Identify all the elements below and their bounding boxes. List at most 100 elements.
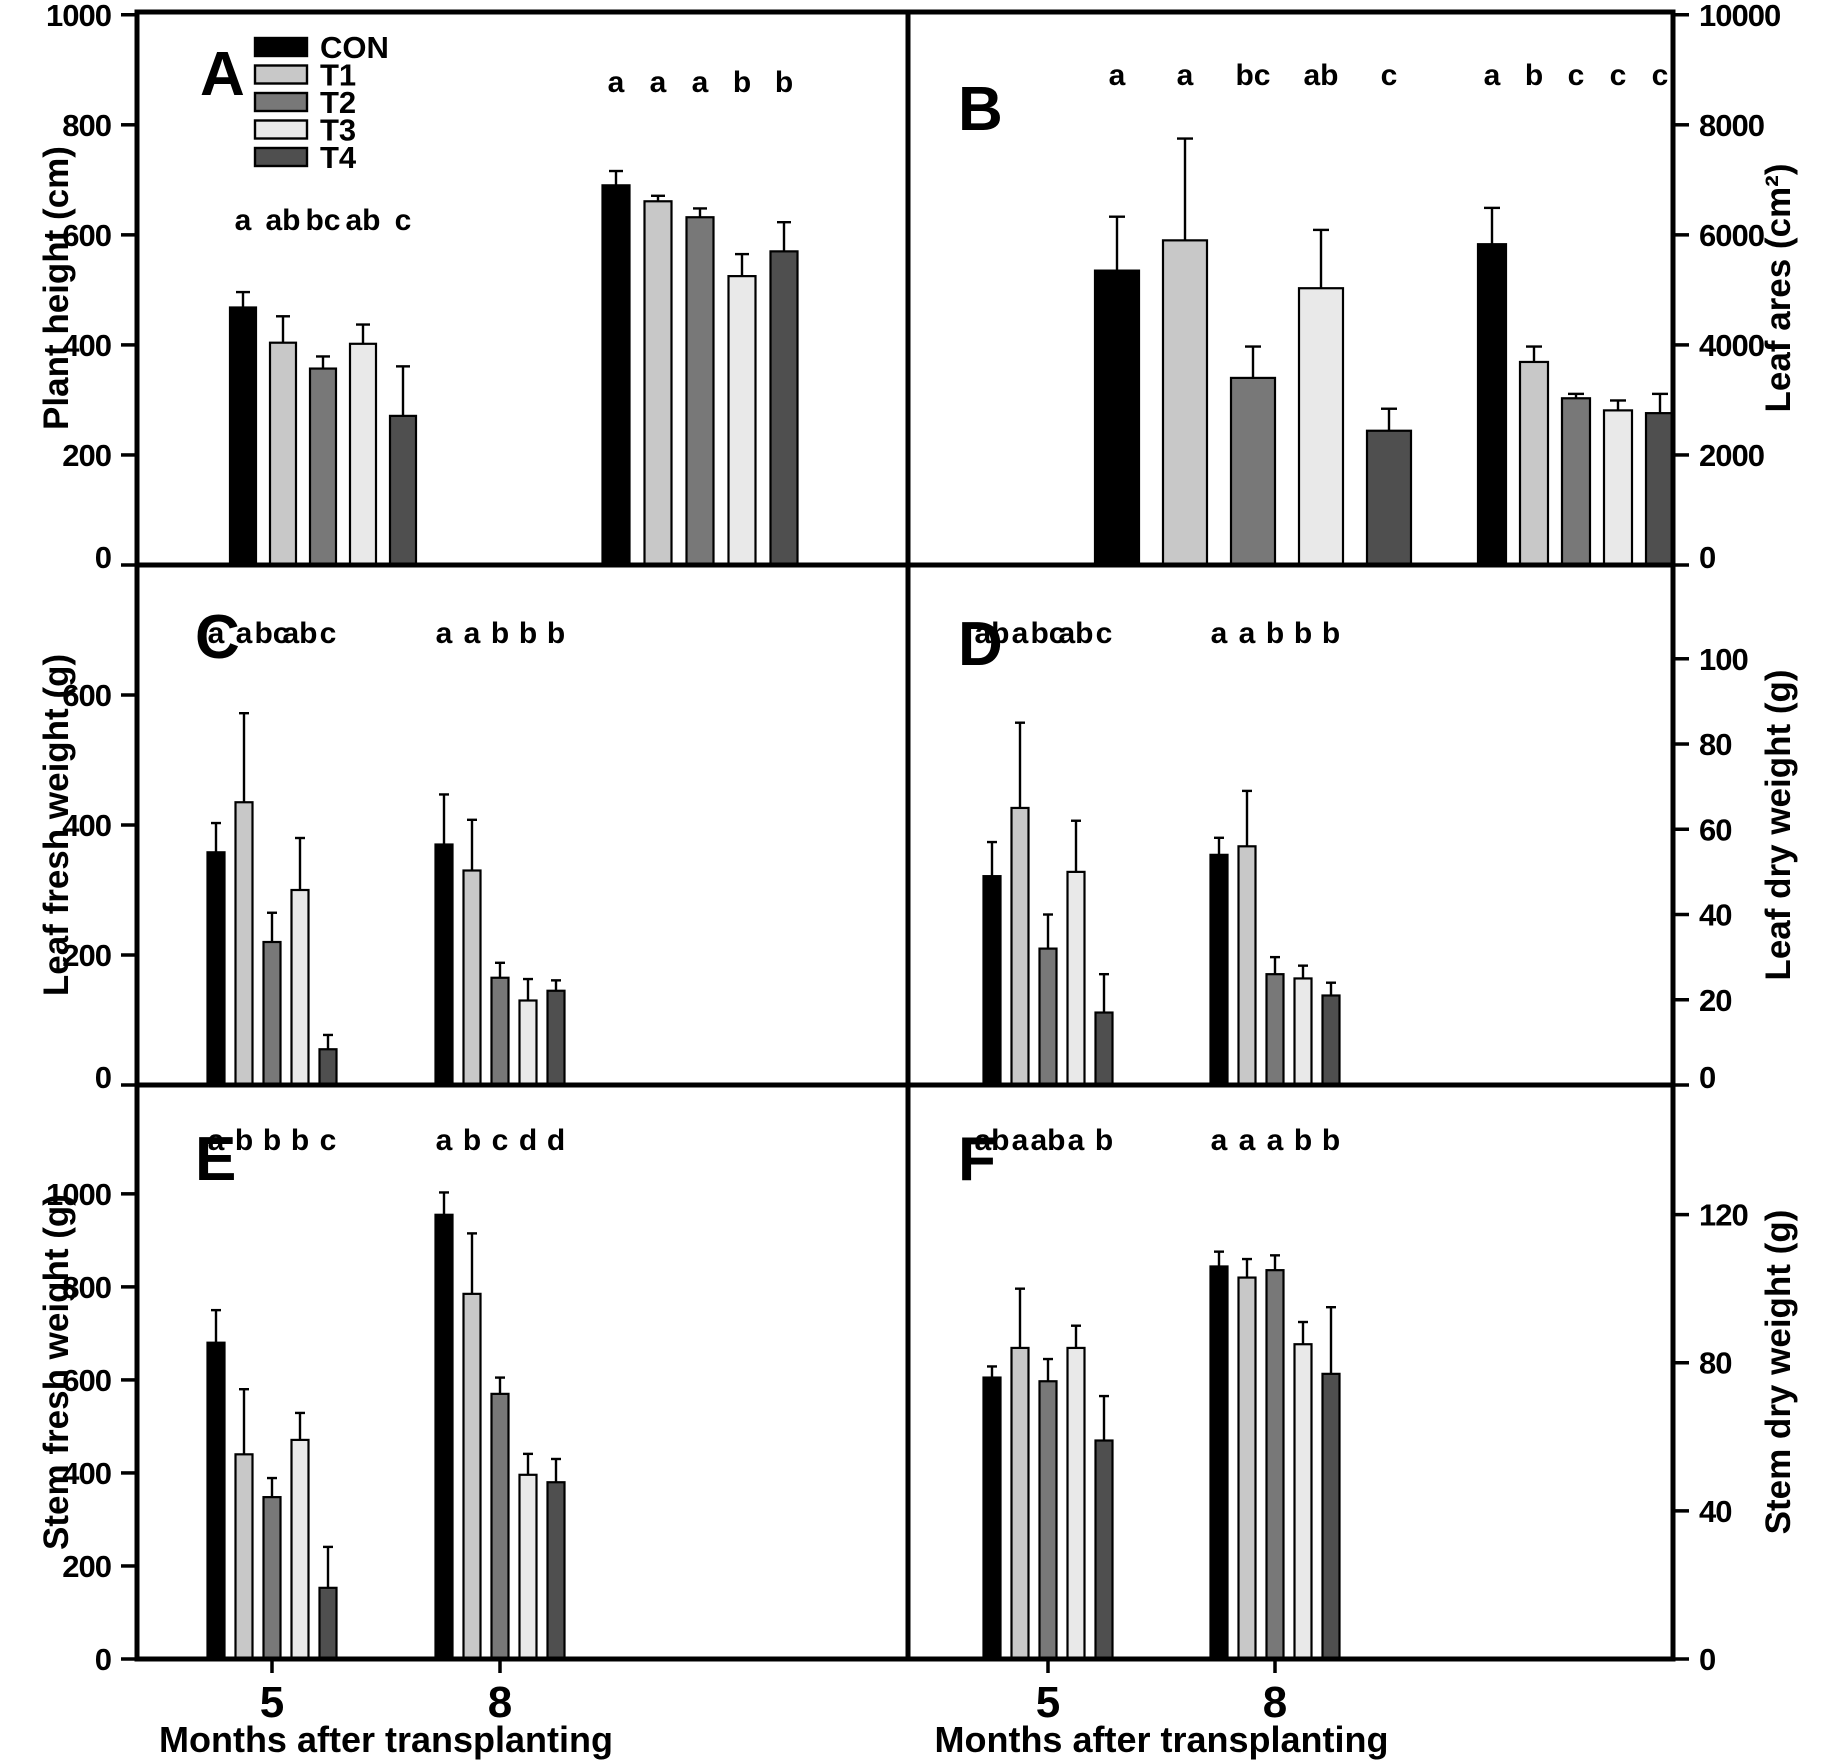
sig-letter: c (1652, 59, 1669, 92)
bar-a-5-t4 (388, 414, 418, 567)
x-tick-label: 5 (1036, 1678, 1060, 1727)
sig-letter: a (208, 1124, 225, 1157)
bar-f-5-t2 (1038, 1380, 1058, 1661)
y-tick-label: 0 (95, 540, 111, 575)
panel-letter: C (195, 603, 240, 672)
x-tick-label: 5 (260, 1678, 284, 1727)
sig-letter: bc (1235, 59, 1270, 92)
sig-letter: c (492, 1124, 509, 1157)
bar-d-8-t1 (1237, 845, 1257, 1087)
sig-letter: ab (974, 1124, 1009, 1157)
sig-letter: a (650, 66, 667, 99)
y-tick-label: 1000 (46, 0, 111, 33)
bar-f-5-t3 (1066, 1346, 1086, 1661)
sig-letter: b (519, 617, 537, 650)
sig-letter: b (775, 66, 793, 99)
bar-b-8-t1 (1518, 360, 1550, 567)
bar-e-8-t1 (462, 1292, 482, 1661)
bar-a-8-con (601, 184, 631, 567)
bar-f-5-con (982, 1376, 1002, 1661)
bar-e-8-t3 (518, 1473, 538, 1661)
sig-letter: a (436, 1124, 453, 1157)
bar-f-5-t1 (1010, 1346, 1030, 1661)
bar-c-8-t1 (462, 869, 482, 1087)
sig-letter: ab (1058, 617, 1093, 650)
sig-letter: a (1484, 59, 1501, 92)
panel-letter: A (200, 40, 245, 109)
sig-letter: a (692, 66, 709, 99)
bar-b-5-con (1093, 269, 1141, 567)
y-tick-label: 600 (62, 678, 111, 713)
bar-c-8-t4 (546, 989, 566, 1087)
legend-swatch-t4 (253, 146, 309, 168)
bar-c-5-con (206, 851, 226, 1087)
bar-d-5-t4 (1094, 1011, 1114, 1087)
sig-letter: a (1012, 1124, 1029, 1157)
legend-label-t2: T2 (320, 85, 356, 120)
y-tick-label: 0 (1699, 1642, 1715, 1677)
bar-a-5-t3 (348, 342, 378, 567)
bar-e-8-t4 (546, 1481, 566, 1661)
outer-frame (134, 9, 1676, 1662)
bar-c-5-t4 (318, 1048, 338, 1087)
bar-e-5-t3 (290, 1438, 310, 1661)
sig-letter: ab (1303, 59, 1338, 92)
bar-f-8-t3 (1293, 1343, 1313, 1661)
sig-letter: a (1211, 1124, 1228, 1157)
sig-letter: c (320, 617, 337, 650)
y-axis-title: Leaf fresh weight (g) (37, 654, 76, 996)
sig-letter: a (1239, 1124, 1256, 1157)
y-tick-label: 4000 (1699, 328, 1764, 363)
bar-d-5-t2 (1038, 947, 1058, 1087)
y-tick-label: 2000 (1699, 438, 1764, 473)
y-tick-label: 100 (1699, 642, 1748, 677)
y-tick-label: 60 (1699, 812, 1731, 847)
y-tick-label: 600 (62, 218, 111, 253)
sig-letter: a (1267, 1124, 1284, 1157)
bar-d-5-con (982, 875, 1002, 1087)
bar-b-5-t4 (1365, 429, 1413, 567)
sig-letter: a (436, 617, 453, 650)
y-axis-title: Stem dry weight (g) (1759, 1210, 1798, 1535)
bar-f-5-t4 (1094, 1439, 1114, 1661)
y-tick-label: 8000 (1699, 108, 1764, 143)
y-axis-title: Stem fresh weight (g) (37, 1194, 76, 1550)
sig-letter: b (1525, 59, 1543, 92)
sig-letter: b (1294, 1124, 1312, 1157)
bar-f-8-con (1209, 1265, 1229, 1661)
bar-e-8-t2 (490, 1392, 510, 1661)
panel-letter: B (958, 75, 1003, 144)
y-tick-label: 20 (1699, 983, 1731, 1018)
y-tick-label: 0 (1699, 1060, 1715, 1095)
sig-letter: d (519, 1124, 537, 1157)
bar-c-8-t2 (490, 976, 510, 1087)
sig-letter: a (1068, 1124, 1085, 1157)
x-tick-label: 8 (1263, 1678, 1287, 1727)
bar-a-5-t2 (308, 367, 338, 567)
sig-letter: c (1096, 617, 1113, 650)
bar-a-8-t1 (643, 200, 673, 567)
bar-c-5-t2 (262, 940, 282, 1087)
bar-f-8-t2 (1265, 1269, 1285, 1661)
legend-swatch-t2 (253, 91, 309, 113)
sig-letter: b (1322, 617, 1340, 650)
sig-letter: ab (282, 617, 317, 650)
sig-letter: ab (345, 204, 380, 237)
bar-f-8-t4 (1321, 1372, 1341, 1661)
bar-a-8-t3 (727, 275, 757, 567)
y-tick-label: 200 (62, 1549, 111, 1584)
sig-letter: a (236, 617, 253, 650)
sig-letter: a (1012, 617, 1029, 650)
y-tick-label: 6000 (1699, 218, 1764, 253)
sig-letter: ab (1030, 1124, 1065, 1157)
sig-letter: a (1239, 617, 1256, 650)
legend-label-t4: T4 (320, 140, 357, 175)
y-tick-label: 0 (1699, 540, 1715, 575)
sig-letter: bc (254, 617, 289, 650)
x-axis-title: Months after transplanting (159, 1719, 613, 1760)
y-tick-label: 800 (62, 1270, 111, 1305)
bar-d-8-con (1209, 853, 1229, 1087)
bar-a-8-t2 (685, 216, 715, 567)
sig-letter: bc (1030, 617, 1065, 650)
y-tick-label: 200 (62, 938, 111, 973)
